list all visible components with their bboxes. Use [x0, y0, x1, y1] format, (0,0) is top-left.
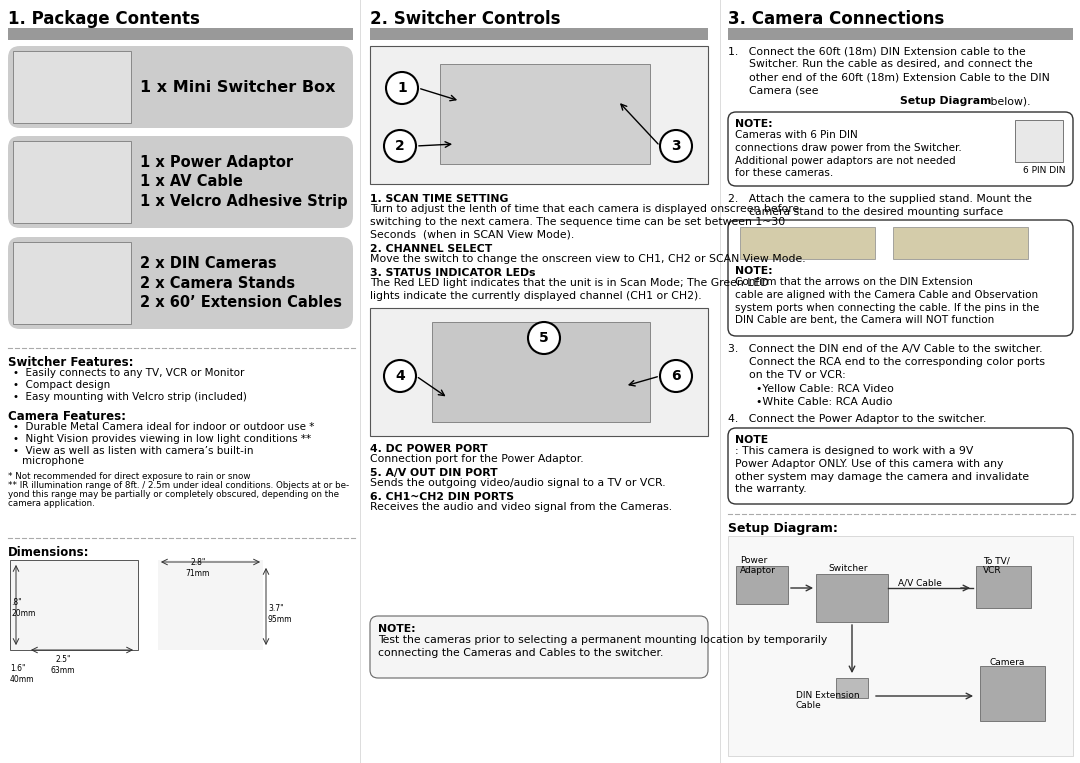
Circle shape	[386, 72, 418, 104]
Text: •  View as well as listen with camera’s built-in: • View as well as listen with camera’s b…	[13, 446, 254, 456]
Bar	[158, 560, 264, 650]
Text: 6. CH1~CH2 DIN PORTS: 6. CH1~CH2 DIN PORTS	[370, 492, 514, 502]
Text: To TV/
VCR: To TV/ VCR	[983, 556, 1010, 575]
Bar	[13, 242, 131, 324]
Text: NOTE:: NOTE:	[378, 624, 416, 634]
Text: •  Easily connects to any TV, VCR or Monitor: • Easily connects to any TV, VCR or Moni…	[13, 368, 244, 378]
Text: Test the cameras prior to selecting a permanent mounting location by temporarily: Test the cameras prior to selecting a pe…	[378, 635, 827, 658]
Text: 1. SCAN TIME SETTING: 1. SCAN TIME SETTING	[370, 194, 509, 204]
Text: 6 PIN DIN: 6 PIN DIN	[1023, 166, 1066, 175]
Text: 3.7"
95mm: 3.7" 95mm	[268, 604, 293, 624]
FancyBboxPatch shape	[8, 237, 353, 329]
Circle shape	[384, 130, 416, 162]
Text: 1.6"
40mm: 1.6" 40mm	[10, 664, 35, 684]
FancyBboxPatch shape	[728, 428, 1074, 504]
Text: 4. DC POWER PORT: 4. DC POWER PORT	[370, 444, 488, 454]
Text: 2. Switcher Controls: 2. Switcher Controls	[370, 10, 561, 28]
Bar	[13, 141, 131, 223]
Bar	[980, 666, 1045, 721]
FancyBboxPatch shape	[728, 220, 1074, 336]
Bar	[1015, 120, 1063, 162]
Circle shape	[528, 322, 561, 354]
Text: 5: 5	[539, 331, 549, 345]
Text: Setup Diagram: Setup Diagram	[900, 96, 991, 106]
Text: NOTE: NOTE	[735, 435, 768, 445]
Text: camera application.: camera application.	[8, 499, 95, 508]
Text: Confirm that the arrows on the DIN Extension
cable are aligned with the Camera C: Confirm that the arrows on the DIN Exten…	[735, 277, 1039, 325]
Text: •  Durable Metal Camera ideal for indoor or outdoor use *: • Durable Metal Camera ideal for indoor …	[13, 422, 314, 432]
Bar	[440, 64, 650, 164]
Text: Dimensions:: Dimensions:	[8, 546, 90, 559]
Text: yond this range may be partially or completely obscured, depending on the: yond this range may be partially or comp…	[8, 490, 339, 499]
FancyBboxPatch shape	[8, 136, 353, 228]
Text: 4.   Connect the Power Adaptor to the switcher.: 4. Connect the Power Adaptor to the swit…	[728, 414, 986, 424]
Text: Power
Adaptor: Power Adaptor	[740, 556, 775, 575]
Text: 2: 2	[395, 139, 405, 153]
Text: Setup Diagram:: Setup Diagram:	[728, 522, 838, 535]
Text: 1. Package Contents: 1. Package Contents	[8, 10, 200, 28]
Text: 5. A/V OUT DIN PORT: 5. A/V OUT DIN PORT	[370, 468, 498, 478]
Text: * Not recommended for direct exposure to rain or snow: * Not recommended for direct exposure to…	[8, 472, 251, 481]
Bar	[370, 46, 708, 184]
Bar	[816, 574, 888, 622]
Bar	[8, 28, 353, 40]
FancyBboxPatch shape	[8, 46, 353, 128]
Bar	[728, 536, 1074, 756]
Text: Switcher: Switcher	[828, 564, 867, 573]
Text: NOTE:: NOTE:	[735, 266, 772, 276]
Circle shape	[384, 360, 416, 392]
Text: A/V Cable: A/V Cable	[897, 579, 942, 588]
Text: 3.   Connect the DIN end of the A/V Cable to the switcher.
      Connect the RCA: 3. Connect the DIN end of the A/V Cable …	[728, 344, 1045, 407]
Text: 6: 6	[671, 369, 680, 383]
Text: Cameras with 6 Pin DIN
connections draw power from the Switcher.
Additional powe: Cameras with 6 Pin DIN connections draw …	[735, 130, 962, 179]
Text: 3. STATUS INDICATOR LEDs: 3. STATUS INDICATOR LEDs	[370, 268, 536, 278]
Text: Camera Features:: Camera Features:	[8, 410, 126, 423]
Text: 2.8"
71mm: 2.8" 71mm	[186, 558, 211, 578]
Text: 1.   Connect the 60ft (18m) DIN Extension cable to the
      Switcher. Run the c: 1. Connect the 60ft (18m) DIN Extension …	[728, 46, 1050, 95]
Text: : This camera is designed to work with a 9V
Power Adaptor ONLY. Use of this came: : This camera is designed to work with a…	[735, 446, 1029, 494]
Text: Connection port for the Power Adaptor.: Connection port for the Power Adaptor.	[370, 454, 583, 464]
Text: •  Easy mounting with Velcro strip (included): • Easy mounting with Velcro strip (inclu…	[13, 392, 247, 402]
Text: .8"
20mm: .8" 20mm	[11, 598, 36, 618]
Text: Turn to adjust the lenth of time that each camera is displayed onscreen before
s: Turn to adjust the lenth of time that ea…	[370, 204, 799, 240]
Text: 1 x Mini Switcher Box: 1 x Mini Switcher Box	[140, 79, 336, 95]
FancyBboxPatch shape	[370, 616, 708, 678]
Bar	[370, 28, 708, 40]
Text: Move the switch to change the onscreen view to CH1, CH2 or SCAN View Mode.: Move the switch to change the onscreen v…	[370, 254, 806, 264]
Bar	[728, 28, 1074, 40]
Circle shape	[660, 130, 692, 162]
Text: ** IR illumination range of 8ft. / 2.5m under ideal conditions. Objects at or be: ** IR illumination range of 8ft. / 2.5m …	[8, 481, 349, 490]
Text: 4: 4	[395, 369, 405, 383]
Bar	[740, 227, 875, 259]
Bar	[836, 678, 868, 698]
Bar	[976, 566, 1031, 608]
Bar	[13, 51, 131, 123]
Text: Sends the outgoing video/audio signal to a TV or VCR.: Sends the outgoing video/audio signal to…	[370, 478, 665, 488]
Text: 1: 1	[397, 81, 407, 95]
Bar	[432, 322, 650, 422]
FancyBboxPatch shape	[728, 112, 1074, 186]
Text: The Red LED light indicates that the unit is in Scan Mode; The Green LED
lights : The Red LED light indicates that the uni…	[370, 278, 769, 301]
Text: •  Compact design: • Compact design	[13, 380, 110, 390]
Bar	[893, 227, 1028, 259]
Bar	[370, 308, 708, 436]
Text: Camera: Camera	[990, 658, 1025, 667]
Text: •  Night Vision provides viewing in low light conditions **: • Night Vision provides viewing in low l…	[13, 434, 311, 444]
Text: 2 x DIN Cameras
2 x Camera Stands
2 x 60’ Extension Cables: 2 x DIN Cameras 2 x Camera Stands 2 x 60…	[140, 256, 342, 310]
Text: 2.5"
63mm: 2.5" 63mm	[51, 655, 76, 675]
Text: 2. CHANNEL SELECT: 2. CHANNEL SELECT	[370, 244, 492, 254]
Bar	[735, 566, 788, 604]
Text: microphone: microphone	[22, 456, 84, 466]
Text: NOTE:: NOTE:	[735, 119, 772, 129]
Text: below).: below).	[987, 96, 1030, 106]
Text: DIN Extension
Cable: DIN Extension Cable	[796, 691, 860, 710]
Text: 3: 3	[671, 139, 680, 153]
Text: Switcher Features:: Switcher Features:	[8, 356, 134, 369]
Text: 3. Camera Connections: 3. Camera Connections	[728, 10, 944, 28]
Text: Receives the audio and video signal from the Cameras.: Receives the audio and video signal from…	[370, 502, 672, 512]
Bar	[10, 560, 138, 650]
Text: 2.   Attach the camera to the supplied stand. Mount the
      camera stand to th: 2. Attach the camera to the supplied sta…	[728, 194, 1032, 217]
Text: 1 x Power Adaptor
1 x AV Cable
1 x Velcro Adhesive Strip: 1 x Power Adaptor 1 x AV Cable 1 x Velcr…	[140, 156, 348, 209]
Circle shape	[660, 360, 692, 392]
